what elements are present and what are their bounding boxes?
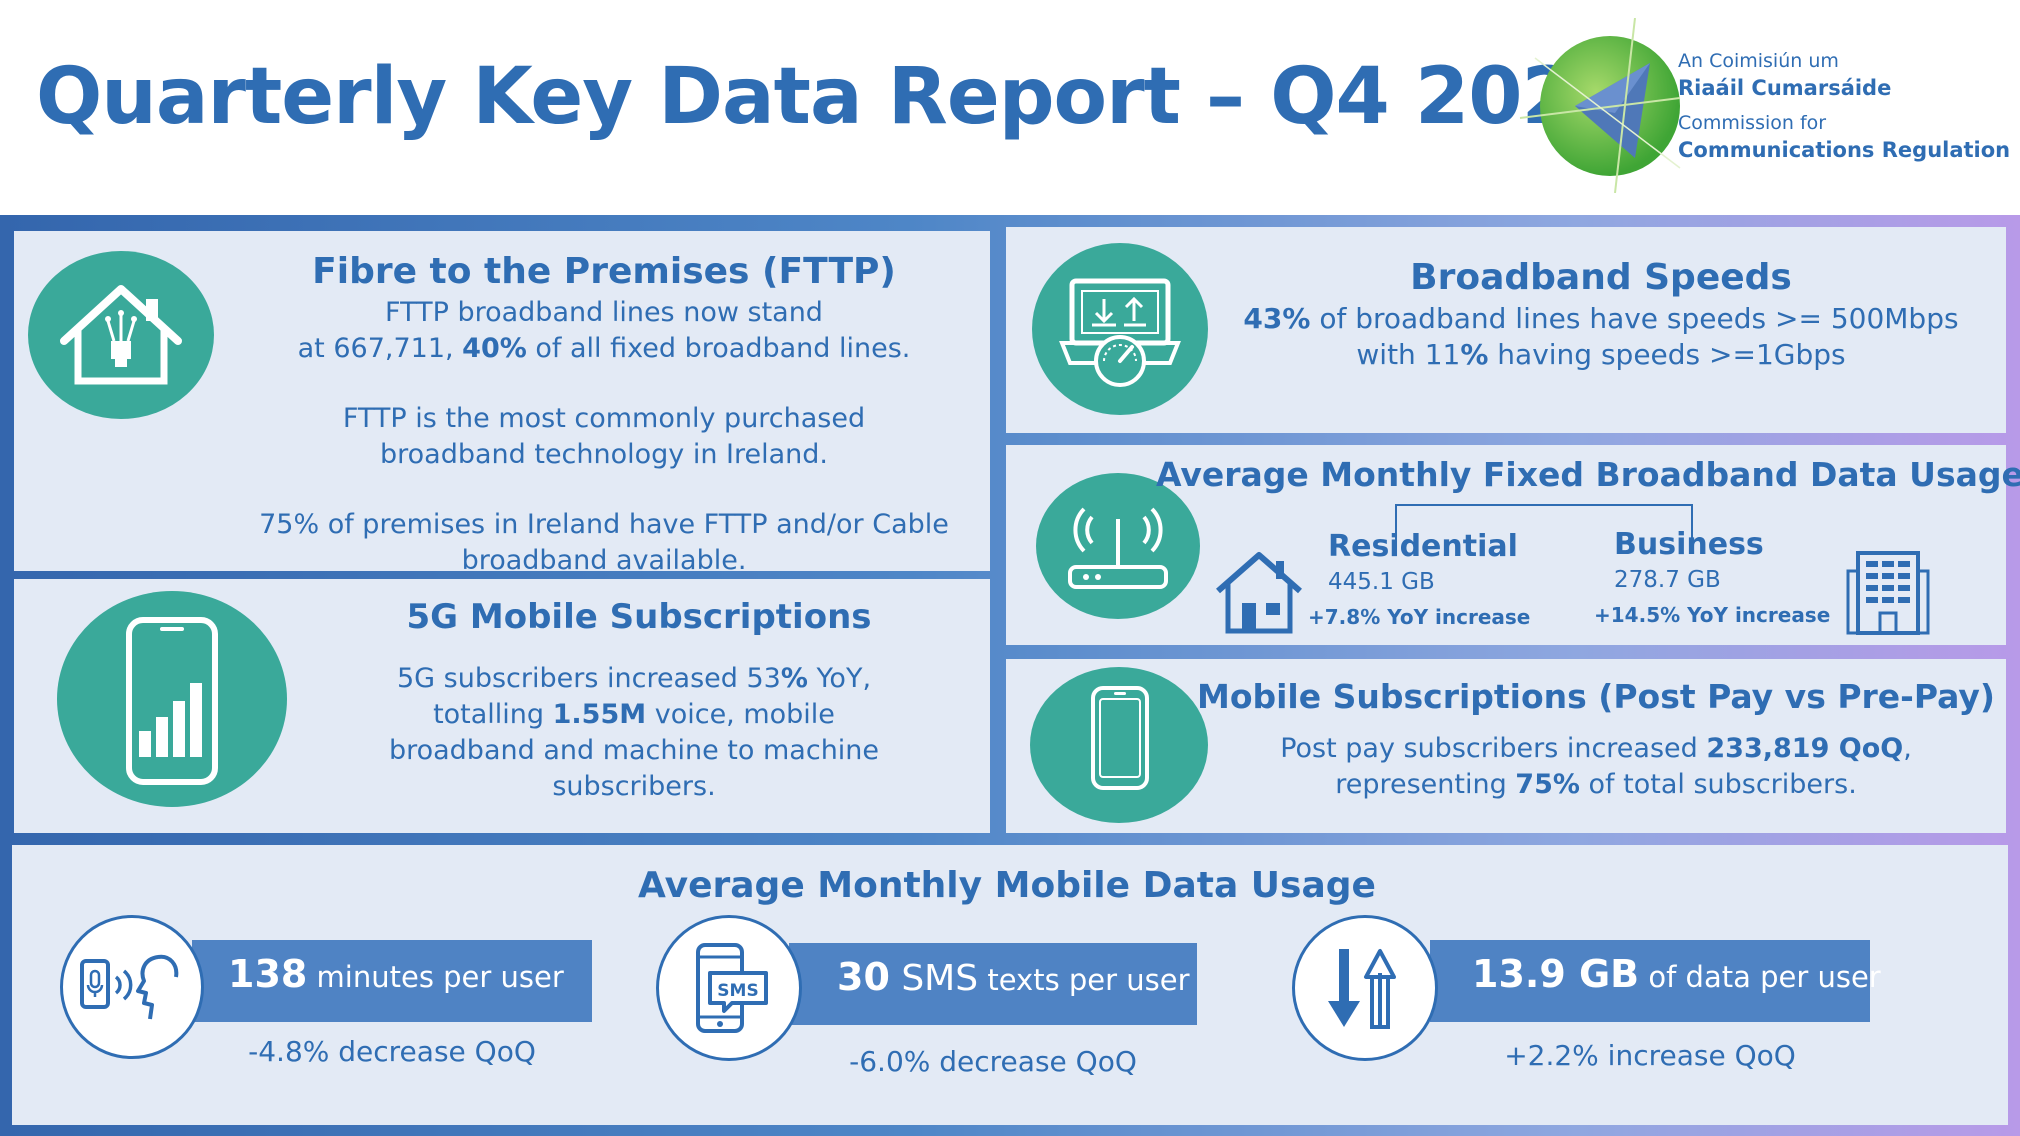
fttp-panel: Fibre to the Premises (FTTP) FTTP broadb…: [14, 231, 990, 576]
fixed-usage-panel: Average Monthly Fixed Broadband Data Usa…: [1006, 445, 2020, 645]
residential-label: Residential: [1328, 529, 1518, 564]
router-icon: [1068, 507, 1168, 589]
mobile-subs-text: Post pay subscribers increased 233,819 Q…: [1196, 731, 1996, 803]
voice-call-icon: [80, 954, 179, 1020]
house-icon: [1216, 552, 1302, 634]
fttp-line-1: FTTP broadband lines now stand: [385, 297, 823, 328]
sms-phone-icon: SMS: [696, 943, 768, 1033]
smartphone-icon: [1091, 686, 1149, 790]
fttp-title: Fibre to the Premises (FTTP): [312, 251, 896, 292]
data-value: 13.9 GB: [1472, 952, 1640, 996]
speeds-panel: Broadband Speeds 43% of broadband lines …: [1006, 227, 2006, 433]
business-change: +14.5% YoY increase: [1594, 603, 1831, 627]
business-label: Business: [1614, 527, 1764, 562]
mobile-subs-panel: Mobile Subscriptions (Post Pay vs Pre-Pa…: [1006, 659, 2006, 833]
fttp-line-2: at 667,711, 40% of all fixed broadband l…: [297, 333, 911, 364]
sms-change: -6.0% decrease QoQ: [849, 1045, 1137, 1078]
speeds-title: Broadband Speeds: [1410, 257, 1792, 298]
header: Quarterly Key Data Report – Q4 2023 An C…: [0, 0, 2020, 215]
minutes-value: 138: [228, 952, 308, 996]
mobile-usage-panel: Average Monthly Mobile Data Usage 138 mi…: [12, 845, 2008, 1125]
data-arrows-icon: [1328, 949, 1396, 1029]
logo-line-1: An Coimisiún um: [1678, 50, 1839, 72]
speeds-line-1: 43% of broadband lines have speeds >= 50…: [1243, 302, 1959, 335]
sms-unit-a: SMS: [889, 958, 979, 999]
minutes-bar: 138 minutes per user: [192, 940, 592, 1022]
speeds-line-2: with 11% having speeds >=1Gbps: [1356, 338, 1846, 371]
business-value: 278.7 GB: [1614, 567, 1721, 593]
minutes-unit: minutes per user: [307, 960, 564, 994]
logo-text: An Coimisiún um Riaáil Cumarsáide Commis…: [1678, 48, 2010, 164]
sms-unit-b: texts per user: [978, 963, 1190, 997]
minutes-change: -4.8% decrease QoQ: [248, 1035, 536, 1068]
fttp-line-6: broadband available.: [461, 545, 747, 576]
fiveg-line-4: subscribers.: [552, 771, 716, 802]
office-building-icon: [1846, 551, 1930, 635]
data-unit: of data per user: [1639, 960, 1881, 994]
sms-bar: 30 SMS texts per user: [789, 943, 1197, 1025]
svg-text:SMS: SMS: [717, 981, 758, 1001]
mobile-usage-title: Average Monthly Mobile Data Usage: [638, 865, 1376, 906]
data-bar: 13.9 GB of data per user: [1430, 940, 1881, 1022]
laptop-speed-icon: [1059, 278, 1181, 387]
fiveg-line-2: totalling 1.55M voice, mobile: [433, 699, 835, 730]
data-icon-circle: [1292, 915, 1438, 1061]
residential-value: 445.1 GB: [1328, 569, 1435, 595]
connector-bracket: [1395, 504, 1693, 541]
fixed-usage-title: Average Monthly Fixed Broadband Data Usa…: [1156, 455, 2020, 494]
infographic-body: Fibre to the Premises (FTTP) FTTP broadb…: [0, 215, 2020, 1136]
fiveg-panel: 5G Mobile Subscriptions 5G subscribers i…: [14, 579, 990, 833]
comreg-logo-icon: [1519, 18, 1681, 193]
data-change: +2.2% increase QoQ: [1504, 1039, 1796, 1072]
page-title: Quarterly Key Data Report – Q4 2023: [36, 52, 1629, 142]
house-fibre-icon: [60, 285, 182, 385]
fttp-line-5: 75% of premises in Ireland have FTTP and…: [259, 509, 949, 540]
logo-line-4: Communications Regulation: [1678, 138, 2011, 162]
phone-signal-icon: [126, 617, 218, 785]
mobile-subs-line-2: representing 75% of total subscribers.: [1335, 769, 1857, 800]
speeds-text: 43% of broadband lines have speeds >= 50…: [1206, 301, 1996, 373]
fttp-line-3: FTTP is the most commonly purchased: [342, 403, 866, 434]
mobile-subs-line-1: Post pay subscribers increased 233,819 Q…: [1280, 733, 1912, 764]
residential-change: +7.8% YoY increase: [1308, 605, 1531, 629]
fttp-line-4: broadband technology in Ireland.: [379, 439, 829, 470]
sms-value: 30: [837, 955, 890, 999]
logo-line-2: Riaáil Cumarsáide: [1678, 76, 1892, 100]
fiveg-line-1: 5G subscribers increased 53% YoY,: [396, 663, 872, 694]
fiveg-title: 5G Mobile Subscriptions: [406, 597, 872, 637]
fiveg-text: 5G subscribers increased 53% YoY, totall…: [334, 661, 934, 805]
logo-line-3: Commission for: [1678, 112, 1827, 134]
fiveg-line-3: broadband and machine to machine: [388, 735, 880, 766]
mobile-subs-title: Mobile Subscriptions (Post Pay vs Pre-Pa…: [1196, 677, 1996, 716]
fttp-text: FTTP broadband lines now stand at 667,71…: [209, 295, 999, 579]
